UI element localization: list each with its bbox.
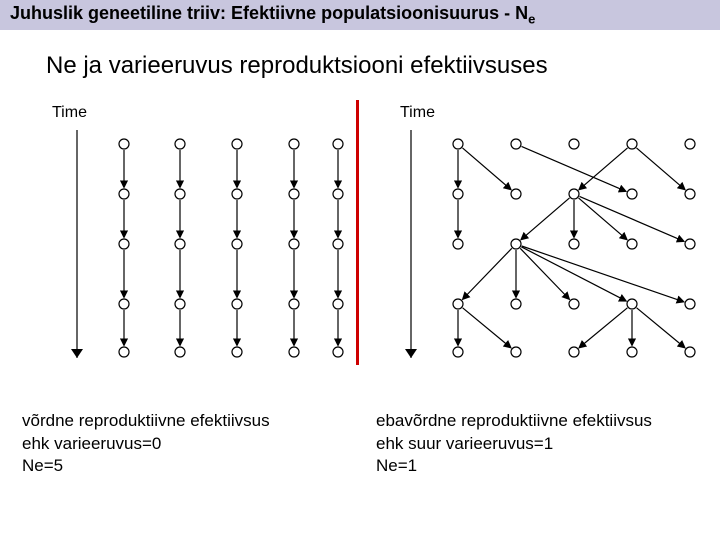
coalescent-diagram-left <box>42 100 352 372</box>
header-bar: Juhuslik geneetiline triiv: Efektiivne p… <box>0 0 720 30</box>
captions-row: võrdne reproduktiivne efektiivsus ehk va… <box>0 410 720 479</box>
caption-right-line1: ebavõrdne reproduktiivne efektiivsus <box>376 410 706 433</box>
caption-left-line3: Ne=5 <box>22 455 352 478</box>
diagram-area: Time Time <box>0 100 720 380</box>
caption-left: võrdne reproduktiivne efektiivsus ehk va… <box>22 410 352 479</box>
header-title-sub: e <box>528 12 535 27</box>
coalescent-diagram-right <box>376 100 712 372</box>
header-title: Juhuslik geneetiline triiv: Efektiivne p… <box>10 3 528 23</box>
panel-divider <box>356 100 359 365</box>
subtitle: Ne ja varieeruvus reproduktsiooni efekti… <box>46 52 720 80</box>
caption-left-line2: ehk varieeruvus=0 <box>22 433 352 456</box>
caption-right: ebavõrdne reproduktiivne efektiivsus ehk… <box>376 410 706 479</box>
caption-right-line3: Ne=1 <box>376 455 706 478</box>
caption-left-line1: võrdne reproduktiivne efektiivsus <box>22 410 352 433</box>
caption-right-line2: ehk suur varieeruvus=1 <box>376 433 706 456</box>
